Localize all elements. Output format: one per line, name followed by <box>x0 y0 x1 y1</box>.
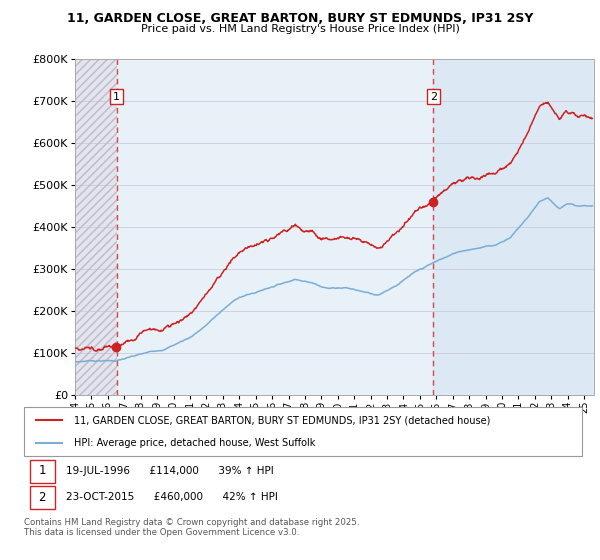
FancyBboxPatch shape <box>29 460 55 483</box>
Text: 2: 2 <box>430 92 437 101</box>
FancyBboxPatch shape <box>24 407 582 456</box>
Text: 1: 1 <box>113 92 120 101</box>
Text: 1: 1 <box>38 464 46 478</box>
FancyBboxPatch shape <box>29 486 55 509</box>
Text: Price paid vs. HM Land Registry's House Price Index (HPI): Price paid vs. HM Land Registry's House … <box>140 24 460 34</box>
Text: 11, GARDEN CLOSE, GREAT BARTON, BURY ST EDMUNDS, IP31 2SY: 11, GARDEN CLOSE, GREAT BARTON, BURY ST … <box>67 12 533 25</box>
Bar <box>75 59 117 395</box>
Bar <box>75 59 117 395</box>
Bar <box>117 59 433 395</box>
Text: 2: 2 <box>38 491 46 504</box>
Text: HPI: Average price, detached house, West Suffolk: HPI: Average price, detached house, West… <box>74 438 316 448</box>
Text: 23-OCT-2015      £460,000      42% ↑ HPI: 23-OCT-2015 £460,000 42% ↑ HPI <box>66 492 278 502</box>
Bar <box>433 59 594 395</box>
Text: Contains HM Land Registry data © Crown copyright and database right 2025.
This d: Contains HM Land Registry data © Crown c… <box>24 518 359 538</box>
Text: 19-JUL-1996      £114,000      39% ↑ HPI: 19-JUL-1996 £114,000 39% ↑ HPI <box>66 466 274 476</box>
Text: 11, GARDEN CLOSE, GREAT BARTON, BURY ST EDMUNDS, IP31 2SY (detached house): 11, GARDEN CLOSE, GREAT BARTON, BURY ST … <box>74 416 491 426</box>
